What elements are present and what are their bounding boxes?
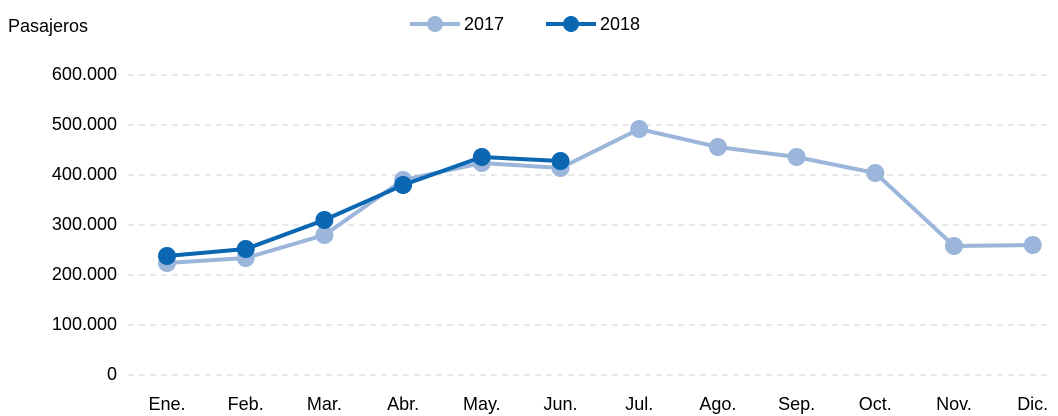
point	[472, 148, 491, 166]
legend-label: 2017	[464, 14, 504, 34]
point	[236, 240, 255, 258]
y-tick-label: 200.000	[52, 264, 117, 284]
y-tick-label: 600.000	[52, 64, 117, 84]
legend-label: 2018	[600, 14, 640, 34]
x-tick-label: Oct.	[859, 394, 892, 414]
x-tick-label: Abr.	[387, 394, 419, 414]
point	[1023, 236, 1042, 254]
series-line	[166, 126, 1033, 265]
point	[158, 247, 176, 265]
x-tick-label: Dic.	[1017, 394, 1048, 414]
point	[315, 211, 334, 229]
point	[708, 138, 727, 156]
point	[866, 164, 885, 182]
point	[787, 148, 806, 166]
y-axis-label: Pasajeros	[8, 16, 88, 36]
point	[945, 237, 963, 255]
x-tick-label: Sep.	[778, 394, 815, 414]
legend-marker	[563, 16, 579, 32]
x-tick-label: Mar.	[307, 394, 342, 414]
y-tick-label: 100.000	[52, 314, 117, 334]
y-tick-label: 300.000	[52, 214, 117, 234]
x-tick-label: Nov.	[936, 394, 972, 414]
y-tick-label: 400.000	[52, 164, 117, 184]
x-tick-label: Jul.	[625, 394, 653, 414]
point	[315, 226, 334, 244]
x-tick-label: Feb.	[228, 394, 264, 414]
series-line	[166, 154, 561, 258]
x-tick-label: Jun.	[543, 394, 577, 414]
point	[630, 120, 649, 138]
legend-marker	[427, 16, 443, 32]
y-tick-label: 500.000	[52, 114, 117, 134]
x-tick-label: May.	[463, 394, 501, 414]
x-tick-label: Ago.	[699, 394, 736, 414]
point	[394, 176, 413, 194]
x-tick-label: Ene.	[148, 394, 185, 414]
y-tick-label: 0	[107, 364, 117, 384]
point	[551, 152, 570, 170]
